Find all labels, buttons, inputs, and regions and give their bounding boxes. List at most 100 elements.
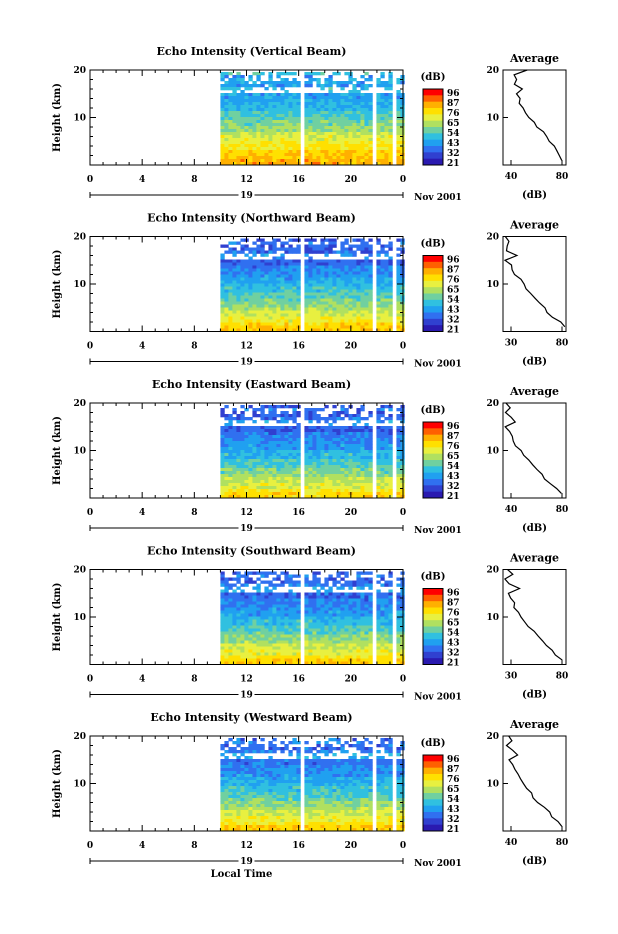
heat-cell [336,305,340,308]
heat-cell [228,293,232,296]
heat-cell [364,120,368,123]
heat-cell [272,272,276,275]
heat-cell [328,417,332,420]
heat-cell [260,308,264,311]
heat-cell [248,426,252,429]
heat-cell [284,602,288,605]
heat-cell [312,611,316,614]
colorbar-swatch [423,454,443,461]
heat-cell [264,474,268,477]
heat-cell [296,147,300,150]
heat-cell [280,272,284,275]
heat-cell [396,459,400,462]
heat-cell [368,432,372,435]
heat-cell [256,284,260,287]
heat-cell [228,429,232,432]
heat-cell [328,272,332,275]
heat-cell [348,656,352,659]
heat-cell [264,611,268,614]
heat-cell [388,245,392,248]
heat-cell [268,411,272,414]
heat-cell [312,278,316,281]
heat-cell [232,90,236,93]
heat-cell [228,626,232,629]
heat-cell [328,441,332,444]
heat-cell [276,608,280,611]
heat-cell [376,266,380,269]
heat-cell [368,465,372,468]
heat-cell [264,450,268,453]
heat-cell [308,420,312,423]
heat-cell [388,453,392,456]
heat-cell [360,596,364,599]
heat-cell [336,114,340,117]
heat-cell [320,129,324,132]
heat-cell [316,144,320,147]
heat-cell [324,323,328,326]
colorbar-swatch [423,319,443,326]
heat-cell [360,272,364,275]
heat-cell [292,468,296,471]
heat-cell [284,141,288,144]
heat-cell [360,105,364,108]
heat-cell [284,459,288,462]
heat-cell [376,489,380,492]
heat-cell [244,435,248,438]
heat-cell [388,465,392,468]
heat-cell [304,126,308,129]
xtick-label: 8 [191,508,197,518]
heat-cell [292,411,296,414]
heat-cell [396,132,400,135]
heat-cell [256,239,260,242]
heat-cell [352,111,356,114]
heat-cell [232,114,236,117]
heat-cell [264,444,268,447]
heat-cell [308,314,312,317]
heat-cell [256,72,260,75]
day-label: 19 [240,191,253,201]
heat-cell [340,587,344,590]
heat-cell [268,272,272,275]
heat-cell [388,456,392,459]
heat-cell [308,135,312,138]
heat-cell [264,489,268,492]
heat-cell [276,147,280,150]
heat-cell [296,150,300,153]
heat-cell [352,456,356,459]
heat-cell [288,450,292,453]
heat-cell [264,426,268,429]
heat-cell [280,572,284,575]
heat-cell [360,150,364,153]
heat-cell [236,647,240,650]
heat-cell [312,408,316,411]
heat-cell [308,75,312,78]
heat-cell [312,296,316,299]
heat-cell [236,302,240,305]
heat-cell [352,465,356,468]
heat-cell [388,486,392,489]
heat-cell [332,302,336,305]
heat-cell [236,156,240,159]
heat-cell [236,635,240,638]
heat-cell [328,305,332,308]
heat-cell [284,638,288,641]
heat-cell [292,78,296,81]
heat-cell [340,471,344,474]
heat-cell [248,323,252,326]
heat-cell [240,471,244,474]
heat-cell [380,447,384,450]
heat-cell [384,138,388,141]
heat-cell [356,438,360,441]
heat-cell [308,126,312,129]
heat-cell [348,641,352,644]
heat-cell [280,438,284,441]
heat-cell [244,320,248,323]
heat-cell [244,462,248,465]
heat-cell [236,474,240,477]
heat-cell [260,275,264,278]
heat-cell [312,248,316,251]
heat-cell [296,459,300,462]
heat-cell [376,93,380,96]
heat-cell [264,108,268,111]
heat-cell [292,296,296,299]
